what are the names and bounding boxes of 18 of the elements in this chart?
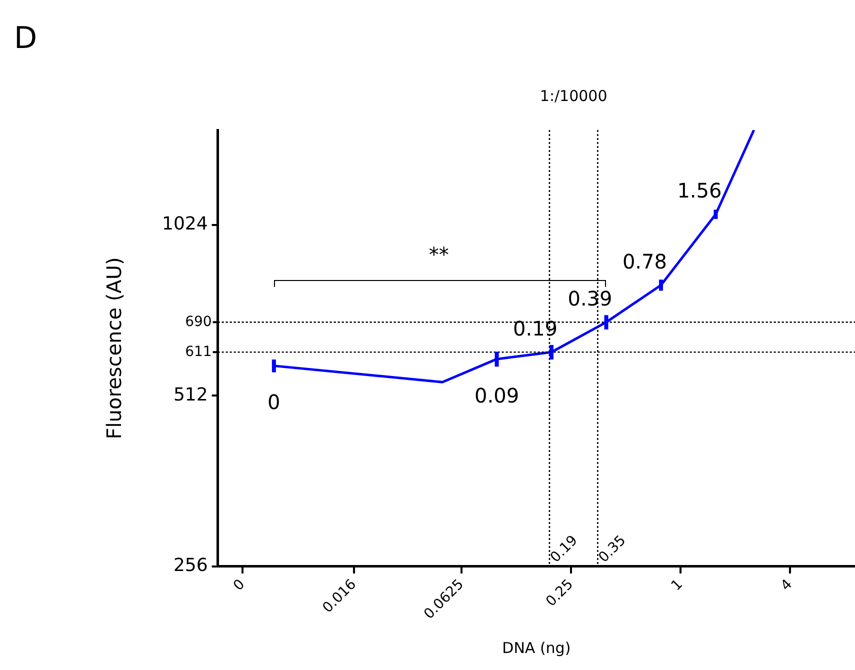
ref-line-label: 690 (185, 314, 212, 330)
annotation: 1.56 (677, 178, 722, 202)
text: 1:/10000 (540, 86, 608, 105)
y-tick-label: 1024 (162, 214, 208, 235)
ref-line-label: 611 (185, 344, 212, 360)
x-tick-label: 1 (668, 576, 686, 594)
annotation: 0.78 (622, 249, 667, 274)
text: D (14, 20, 38, 56)
y-tick-label: 512 (173, 384, 208, 406)
y-axis-title: Fluorescence (AU) (102, 257, 126, 440)
x-tick-label: 0 (230, 576, 248, 594)
annotation: 0.09 (474, 383, 520, 408)
annotation: 0.39 (568, 286, 612, 310)
x-axis-title: DNA (ng) (502, 638, 571, 657)
annotation: ** (428, 242, 449, 266)
annotation: 0 (268, 390, 280, 414)
y-tick-label: 256 (173, 555, 208, 576)
x-tick-label: 4 (778, 576, 796, 594)
